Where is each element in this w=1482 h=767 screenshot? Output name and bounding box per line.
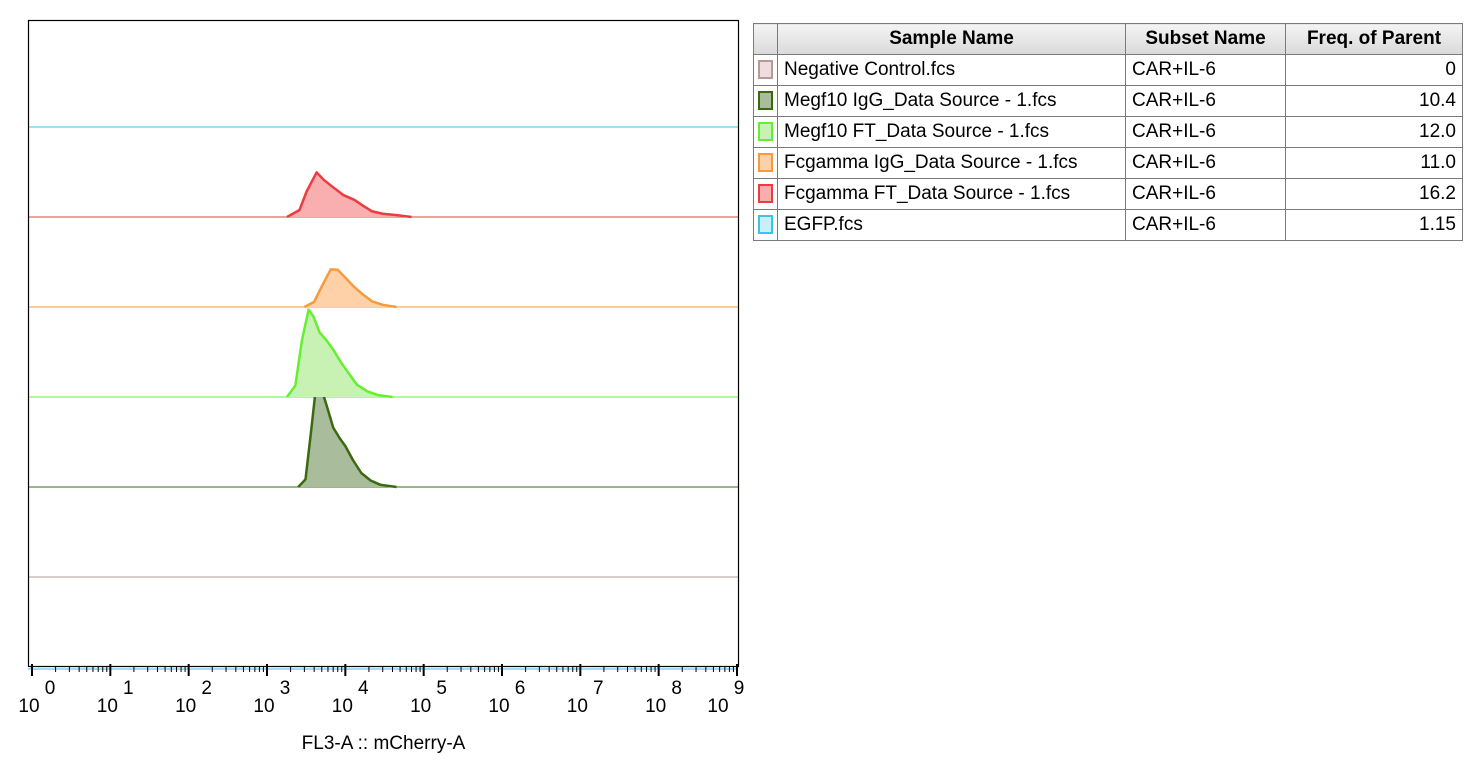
legend-swatch bbox=[758, 60, 773, 80]
legend-row[interactable]: EGFP.fcs CAR+IL-6 1.15 bbox=[753, 209, 1463, 241]
swatch-header bbox=[753, 23, 778, 55]
legend-row[interactable]: Fcgamma IgG_Data Source - 1.fcs CAR+IL-6 1… bbox=[753, 147, 1463, 179]
legend-row[interactable]: Negative Control.fcs CAR+IL-6 0 bbox=[753, 54, 1463, 86]
histogram-fill-fcgamma-ft-data-source-1-fcs bbox=[287, 172, 412, 217]
legend-swatch bbox=[758, 215, 773, 235]
x-tick-label-base: 10 bbox=[645, 696, 666, 717]
legend-swatch-cell bbox=[753, 147, 778, 179]
sample-name-cell: EGFP.fcs bbox=[777, 209, 1126, 241]
x-tick-label-exponent: 7 bbox=[593, 678, 604, 699]
x-tick-label-base: 10 bbox=[175, 696, 196, 717]
histogram-fill-fcgamma-igg-data-source-1-fcs bbox=[304, 269, 397, 307]
histogram-line-megf10-ft-data-source-1-fcs bbox=[285, 308, 393, 399]
legend-swatch-cell bbox=[753, 54, 778, 86]
x-tick-label-exponent: 0 bbox=[45, 678, 56, 699]
legend-swatch bbox=[758, 122, 773, 142]
x-tick-label-exponent: 2 bbox=[201, 678, 212, 699]
x-tick-label-base: 10 bbox=[18, 696, 39, 717]
x-tick-label-base: 10 bbox=[488, 696, 509, 717]
x-tick-label-base: 10 bbox=[253, 696, 274, 717]
histogram-line-megf10-igg-data-source-1-fcs bbox=[297, 379, 397, 489]
baselines-layer bbox=[29, 126, 738, 578]
subset-name-cell: CAR+IL-6 bbox=[1125, 116, 1286, 148]
legend-swatch-cell bbox=[753, 116, 778, 148]
x-tick-label-base: 10 bbox=[332, 696, 353, 717]
subset-name-cell: CAR+IL-6 bbox=[1125, 178, 1286, 210]
histogram-line-fcgamma-igg-data-source-1-fcs bbox=[303, 268, 397, 309]
subset-name-cell: CAR+IL-6 bbox=[1125, 147, 1286, 179]
x-tick-label-base: 10 bbox=[567, 696, 588, 717]
subset-name-cell: CAR+IL-6 bbox=[1125, 209, 1286, 241]
legend-swatch bbox=[758, 153, 773, 173]
x-axis-label: FL3-A :: mCherry-A bbox=[301, 733, 466, 754]
sample-name-cell: Megf10 IgG_Data Source - 1.fcs bbox=[777, 85, 1126, 117]
legend-swatch-cell bbox=[753, 85, 778, 117]
x-tick-label-exponent: 6 bbox=[515, 678, 526, 699]
sample-name-header[interactable]: Sample Name bbox=[777, 23, 1126, 55]
freq-cell: 10.4 bbox=[1285, 85, 1463, 117]
histogram-fill-megf10-igg-data-source-1-fcs bbox=[298, 381, 397, 487]
x-tick-label-exponent: 5 bbox=[436, 678, 447, 699]
subset-name-header[interactable]: Subset Name bbox=[1125, 23, 1286, 55]
freq-cell: 11.0 bbox=[1285, 147, 1463, 179]
subset-name-cell: CAR+IL-6 bbox=[1125, 54, 1286, 86]
legend-swatch-cell bbox=[753, 178, 778, 210]
freq-header[interactable]: Freq. of Parent bbox=[1285, 23, 1463, 55]
freq-cell: 1.15 bbox=[1285, 209, 1463, 241]
legend-swatch bbox=[758, 184, 773, 204]
x-tick-label-exponent: 8 bbox=[671, 678, 682, 699]
histogram-line-fcgamma-ft-data-source-1-fcs bbox=[286, 171, 412, 219]
x-tick-label-base: 10 bbox=[410, 696, 431, 717]
legend-swatch-cell bbox=[753, 209, 778, 241]
sample-name-cell: Fcgamma FT_Data Source - 1.fcs bbox=[777, 178, 1126, 210]
legend-table: Sample Name Subset Name Freq. of Parent … bbox=[753, 23, 1463, 241]
x-tick-label-exponent: 9 bbox=[734, 678, 745, 699]
legend-row[interactable]: Megf10 IgG_Data Source - 1.fcs CAR+IL-6 10… bbox=[753, 85, 1463, 117]
series-layer bbox=[285, 171, 412, 489]
legend-header-row: Sample Name Subset Name Freq. of Parent bbox=[753, 23, 1463, 55]
x-tick-label-base: 10 bbox=[97, 696, 118, 717]
sample-name-cell: Megf10 FT_Data Source - 1.fcs bbox=[777, 116, 1126, 148]
x-tick-label-exponent: 4 bbox=[358, 678, 369, 699]
histogram-fill-megf10-ft-data-source-1-fcs bbox=[287, 309, 393, 397]
sample-name-cell: Fcgamma IgG_Data Source - 1.fcs bbox=[777, 147, 1126, 179]
subset-name-cell: CAR+IL-6 bbox=[1125, 85, 1286, 117]
legend-row[interactable]: Megf10 FT_Data Source - 1.fcs CAR+IL-6 12.… bbox=[753, 116, 1463, 148]
legend-row[interactable]: Fcgamma FT_Data Source - 1.fcs CAR+IL-6 16… bbox=[753, 178, 1463, 210]
plot-frame bbox=[27, 19, 740, 668]
freq-cell: 16.2 bbox=[1285, 178, 1463, 210]
legend-swatch bbox=[758, 91, 773, 111]
x-tick-label-exponent: 1 bbox=[123, 678, 134, 699]
sample-name-cell: Negative Control.fcs bbox=[777, 54, 1126, 86]
x-tick-label-exponent: 3 bbox=[280, 678, 291, 699]
freq-cell: 0 bbox=[1285, 54, 1463, 86]
x-tick-label-base: 10 bbox=[707, 696, 728, 717]
freq-cell: 12.0 bbox=[1285, 116, 1463, 148]
